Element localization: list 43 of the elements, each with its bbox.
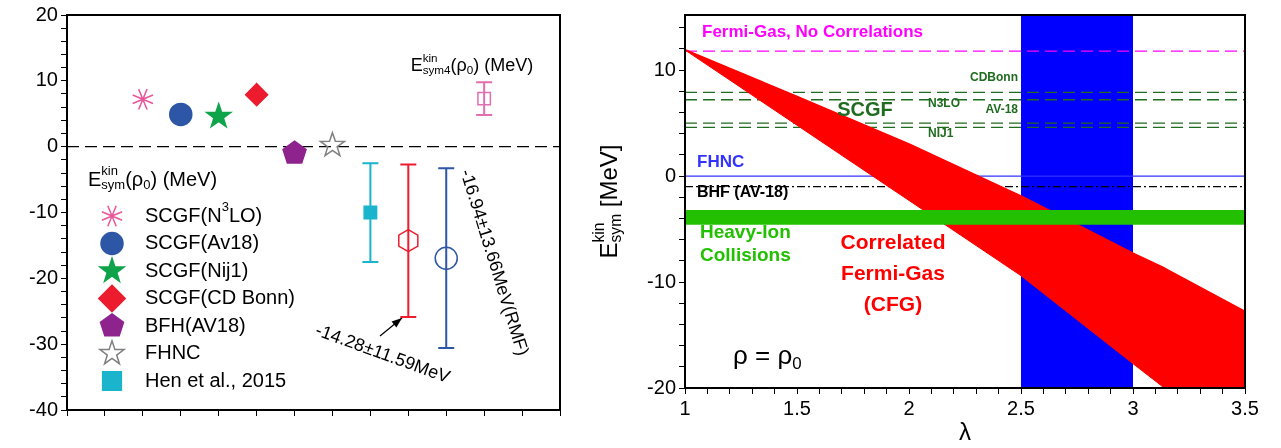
y-tick-label: 0 — [46, 134, 58, 157]
y-tick-label: 20 — [35, 2, 58, 25]
y-tick-label: 10 — [653, 57, 676, 80]
legend-label: Hen et al., 2015 — [145, 368, 287, 391]
point — [169, 102, 193, 127]
ref-line-label: FHNC — [697, 151, 745, 171]
ref-line-label: Fermi-Gas, No Correlations — [702, 21, 924, 41]
ref-line-label: NIJ1 — [928, 126, 954, 141]
legend-label: SCGF(Nij1) — [145, 258, 249, 281]
legend-label: SCGF(Av18) — [145, 231, 260, 254]
point — [131, 88, 154, 111]
point — [477, 91, 492, 106]
band-label: Heavy-Ion Collisions — [700, 221, 791, 266]
y-tick-label: -10 — [29, 200, 58, 223]
y-tick-label: -20 — [29, 265, 58, 288]
x-axis-title: λ — [959, 418, 971, 446]
point — [205, 102, 232, 128]
ref-line-label: CDBonn — [970, 70, 1019, 85]
ref-line-label: AV-18 — [985, 102, 1019, 117]
x-tick-label: 1.5 — [783, 396, 811, 419]
y-tick-label: -10 — [647, 269, 676, 292]
y-axis-title: Ekinsym [MeV] — [590, 144, 625, 259]
point — [282, 140, 307, 164]
x-tick-label: 1 — [679, 396, 691, 419]
x-tick-label: 3.5 — [1231, 396, 1259, 419]
x-tick-label: 2.5 — [1007, 396, 1035, 419]
legend-label: SCGF(CD Bonn) — [145, 286, 296, 309]
text: Correlated Fermi-Gas (CFG) — [840, 229, 946, 315]
point — [363, 205, 378, 220]
point — [319, 131, 346, 157]
point — [398, 228, 419, 253]
y-tick-label: 0 — [664, 163, 676, 186]
y-tick-label: -30 — [29, 331, 58, 354]
point — [244, 82, 269, 107]
x-tick-label: 2 — [903, 396, 915, 419]
legend-label: FHNC — [145, 341, 201, 364]
y-tick-label: 10 — [35, 68, 58, 91]
y-tick-label: -20 — [647, 375, 676, 398]
annotation: SCGF — [837, 97, 893, 120]
legend-label: BFH(AV18) — [145, 313, 246, 336]
y-tick-label: -40 — [29, 397, 58, 420]
point — [434, 246, 458, 270]
x-tick-label: 3 — [1127, 396, 1139, 419]
